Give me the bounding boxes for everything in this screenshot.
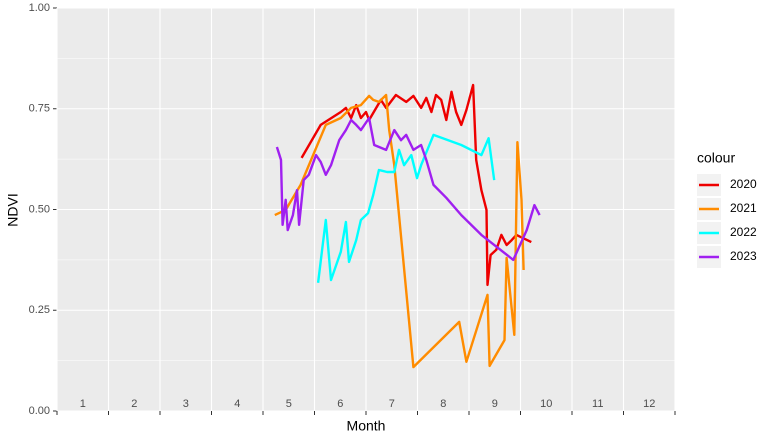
- series-line: [274, 93, 525, 369]
- x-tick-label: 1: [80, 398, 86, 410]
- y-axis-title: NDVI: [5, 193, 21, 226]
- x-tick-label: 12: [643, 398, 655, 410]
- legend-label: 2023: [730, 249, 757, 263]
- x-tick-label: 10: [540, 398, 552, 410]
- series-line: [316, 133, 496, 283]
- x-tick-label: 5: [286, 398, 292, 410]
- series-line: [300, 83, 532, 287]
- x-tick-label: 3: [183, 398, 189, 410]
- x-tick-label: 11: [592, 398, 603, 410]
- y-tick-label: 0.50: [29, 203, 50, 215]
- y-tick-label: 0.00: [29, 405, 50, 417]
- y-tick-label: 1.00: [29, 2, 50, 14]
- legend-title: colour: [697, 150, 735, 166]
- x-tick-label: 6: [337, 398, 343, 410]
- y-tick-label: 0.75: [29, 103, 50, 115]
- legend-label: 2020: [730, 177, 757, 191]
- x-tick-label: 4: [234, 398, 240, 410]
- legend-label: 2022: [730, 225, 757, 239]
- x-tick-label: 2: [131, 398, 137, 410]
- legend-label: 2021: [730, 201, 757, 215]
- x-tick-label: 9: [492, 398, 498, 410]
- x-tick-label: 8: [440, 398, 446, 410]
- y-tick-label: 0.25: [29, 304, 50, 316]
- x-tick-label: 7: [389, 398, 395, 410]
- series-line: [275, 116, 541, 262]
- x-axis-title: Month: [347, 418, 386, 434]
